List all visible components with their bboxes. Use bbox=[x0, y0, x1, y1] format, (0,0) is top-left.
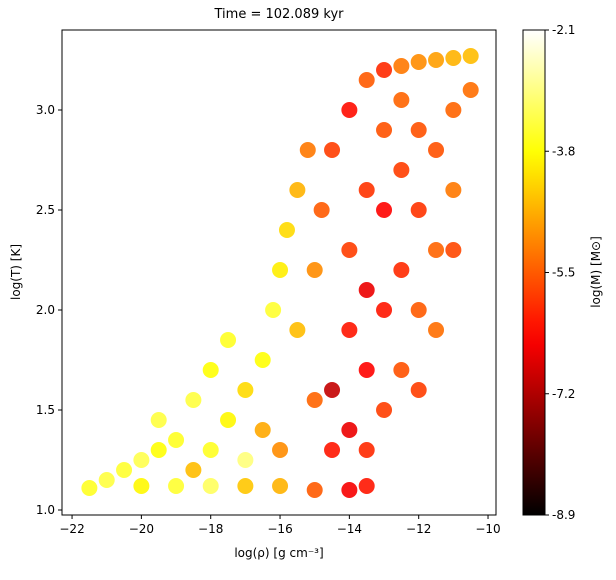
point bbox=[376, 202, 393, 218]
points bbox=[81, 48, 479, 498]
colorbar bbox=[522, 29, 546, 516]
point bbox=[324, 382, 341, 398]
colorbar-label: log(M) [M⊙] bbox=[589, 236, 603, 308]
point bbox=[254, 422, 271, 438]
point bbox=[376, 62, 393, 78]
point bbox=[133, 478, 150, 494]
y-tick-label: 1.5 bbox=[36, 403, 55, 417]
point bbox=[168, 478, 185, 494]
colorbar-tick-label: -2.1 bbox=[552, 23, 575, 37]
point bbox=[168, 432, 185, 448]
point bbox=[428, 52, 445, 68]
x-tick-label: −22 bbox=[59, 522, 84, 536]
point bbox=[185, 462, 202, 478]
y-tick-label: 3.0 bbox=[36, 103, 55, 117]
point bbox=[428, 142, 445, 158]
point bbox=[133, 452, 150, 468]
x-tick-label: −12 bbox=[406, 522, 431, 536]
point bbox=[306, 262, 323, 278]
point bbox=[428, 322, 445, 338]
plot-frame bbox=[61, 29, 497, 516]
x-axis-label: log(ρ) [g cm⁻³] bbox=[234, 546, 323, 560]
point bbox=[358, 362, 375, 378]
point bbox=[313, 202, 330, 218]
point bbox=[358, 478, 375, 494]
point bbox=[462, 82, 479, 98]
chart-title: Time = 102.089 kyr bbox=[214, 7, 345, 22]
point bbox=[220, 412, 237, 428]
point bbox=[289, 322, 306, 338]
point bbox=[445, 182, 462, 198]
point bbox=[428, 242, 445, 258]
point bbox=[445, 102, 462, 118]
x-tick-label: −16 bbox=[267, 522, 292, 536]
point bbox=[358, 72, 375, 88]
point bbox=[358, 182, 375, 198]
point bbox=[445, 50, 462, 66]
point bbox=[410, 202, 427, 218]
y-tick-label: 2.5 bbox=[36, 203, 55, 217]
colorbar-tick-label: -7.2 bbox=[552, 387, 575, 401]
point bbox=[410, 382, 427, 398]
point bbox=[376, 122, 393, 138]
point bbox=[341, 242, 358, 258]
point bbox=[376, 402, 393, 418]
point bbox=[341, 102, 358, 118]
point bbox=[410, 122, 427, 138]
point bbox=[289, 182, 306, 198]
colorbar-tick-label: -5.5 bbox=[552, 266, 575, 280]
y-axis-label: log(T) [K] bbox=[9, 244, 23, 300]
point bbox=[306, 392, 323, 408]
point bbox=[237, 478, 254, 494]
colorbar-tick-label: -3.8 bbox=[552, 144, 575, 158]
point bbox=[202, 442, 219, 458]
y-tick-label: 2.0 bbox=[36, 303, 55, 317]
point bbox=[462, 48, 479, 64]
point bbox=[410, 302, 427, 318]
point bbox=[278, 222, 295, 238]
point bbox=[185, 392, 202, 408]
y-tick-label: 1.0 bbox=[36, 503, 55, 517]
point bbox=[376, 302, 393, 318]
point bbox=[272, 442, 289, 458]
point bbox=[393, 262, 410, 278]
point bbox=[341, 422, 358, 438]
point bbox=[150, 442, 167, 458]
point bbox=[393, 362, 410, 378]
point bbox=[202, 362, 219, 378]
point bbox=[81, 480, 98, 496]
point bbox=[237, 452, 254, 468]
point bbox=[393, 162, 410, 178]
point bbox=[265, 302, 282, 318]
point bbox=[272, 478, 289, 494]
point bbox=[202, 478, 219, 494]
point bbox=[299, 142, 316, 158]
x-tick-label: −20 bbox=[129, 522, 154, 536]
point bbox=[254, 352, 271, 368]
point bbox=[220, 332, 237, 348]
point bbox=[324, 442, 341, 458]
point bbox=[150, 412, 167, 428]
point bbox=[358, 442, 375, 458]
colorbar-tick-label: -8.9 bbox=[552, 508, 575, 522]
point bbox=[341, 482, 358, 498]
point bbox=[237, 382, 254, 398]
point bbox=[358, 282, 375, 298]
point bbox=[306, 482, 323, 498]
x-tick-label: −18 bbox=[198, 522, 223, 536]
point bbox=[393, 58, 410, 74]
point bbox=[445, 242, 462, 258]
x-tick-label: −14 bbox=[337, 522, 362, 536]
point bbox=[341, 322, 358, 338]
point bbox=[410, 54, 427, 70]
x-tick-label: −10 bbox=[475, 522, 500, 536]
point bbox=[324, 142, 341, 158]
point bbox=[116, 462, 133, 478]
point bbox=[393, 92, 410, 108]
point bbox=[98, 472, 115, 488]
point bbox=[272, 262, 289, 278]
